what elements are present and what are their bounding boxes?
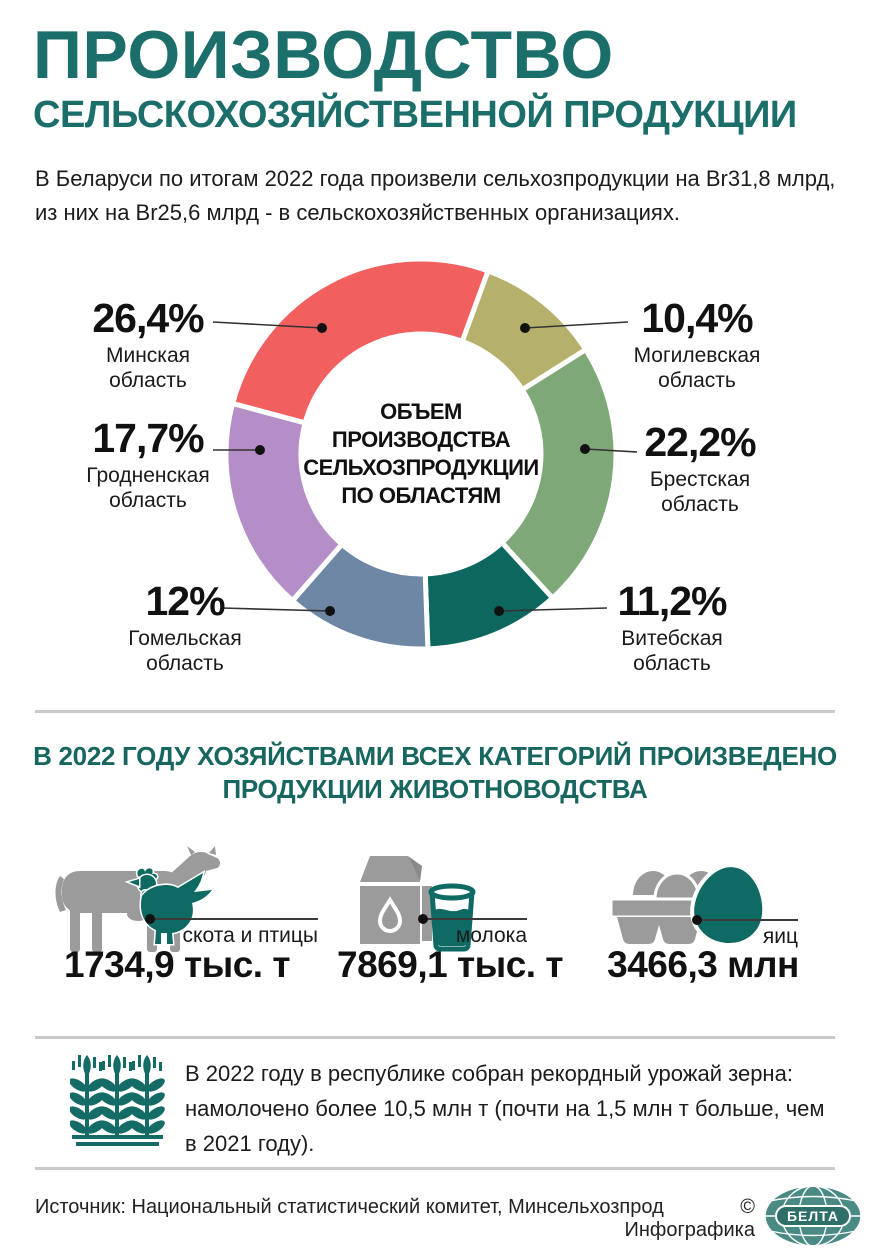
cow-and-chicken-icon <box>55 846 220 952</box>
center-label-line1: ОБЪЕМ <box>380 399 462 424</box>
main-title: ПРОИЗВОДСТВО <box>33 17 614 93</box>
leader-dot-grodno <box>255 445 265 455</box>
logo-text: БЕЛТА <box>787 1208 839 1224</box>
segment-name-brest: Брестская область <box>649 468 751 516</box>
segment-label-mogilev: 10,4% Могилевская область <box>577 296 817 393</box>
stat2-leader-dot <box>418 914 428 924</box>
leader-dot-vitebsk <box>494 606 504 616</box>
logo-text-band <box>775 1205 851 1227</box>
donut-segment-0 <box>230 256 491 426</box>
stat1-leader-line <box>150 918 318 920</box>
segment-label-brest: 22,2% Брестская область <box>580 420 820 517</box>
segment-label-vitebsk: 11,2% Витебская область <box>552 579 792 676</box>
divider-grain-bottom <box>35 1167 835 1170</box>
wheat-icon <box>70 1055 165 1146</box>
main-title-line2: СЕЛЬСКОХОЗЯЙСТВЕННОЙ ПРОДУКЦИИ <box>33 94 797 136</box>
segment-value-minsk: 26,4% <box>92 295 204 341</box>
source-text: Источник: Национальный статистический ко… <box>35 1196 664 1218</box>
segment-value-gomel: 12% <box>145 578 225 624</box>
segment-value-brest: 22,2% <box>644 419 756 465</box>
segment-label-grodno: 17,7% Гродненская область <box>28 416 268 513</box>
leader-dot-brest <box>580 444 590 454</box>
livestock-heading-line2: ПРОДУКЦИИ ЖИВОТНОВОДСТВА <box>222 774 648 804</box>
leader-line-vitebsk <box>498 607 608 612</box>
intro-line-2: из них на Br25,6 млрд - в сельскохозяйст… <box>35 200 680 225</box>
stat2-value: 7869,1 тыс. т <box>337 944 563 985</box>
stat3-value: 3466,3 млн <box>607 944 799 985</box>
segment-name-grodno: Гродненская область <box>86 464 210 512</box>
stat1-leader-dot <box>145 914 155 924</box>
grain-note-line3: в 2021 году). <box>185 1131 315 1156</box>
donut-segment-5 <box>223 401 345 604</box>
milk-carton <box>360 856 432 944</box>
big-egg <box>690 863 767 947</box>
intro-paragraph: В Беларуси по итогам 2022 года произвели… <box>35 162 845 230</box>
intro-line-1: В Беларуси по итогам 2022 года произвели… <box>35 166 836 191</box>
livestock-heading-line1: В 2022 ГОДУ ХОЗЯЙСТВАМИ ВСЕХ КАТЕГОРИЙ П… <box>33 741 837 771</box>
leader-lines <box>212 321 638 612</box>
segment-name-minsk: Минская область <box>105 344 191 392</box>
stat3-leader-line <box>697 919 798 921</box>
center-label-line3: СЕЛЬХОЗПРОДУКЦИИ <box>303 455 539 480</box>
stat2-leader-line <box>423 918 527 920</box>
donut-center-label: ОБЪЕМ ПРОИЗВОДСТВА СЕЛЬХОЗПРОДУКЦИИ ПО О… <box>296 398 546 510</box>
segment-name-mogilev: Могилевская область <box>633 344 761 392</box>
leader-line-mogilev <box>524 321 629 329</box>
stat3-leader-dot <box>692 915 702 925</box>
segment-value-vitebsk: 11,2% <box>617 578 728 624</box>
divider-grain-top <box>35 1036 835 1039</box>
livestock-heading: В 2022 ГОДУ ХОЗЯЙСТВАМИ ВСЕХ КАТЕГОРИЙ П… <box>0 740 870 806</box>
wheat-stalks <box>70 1055 165 1146</box>
leader-dots <box>255 323 590 616</box>
milk-icon <box>360 856 476 952</box>
stat2-label: молока <box>455 924 527 947</box>
grain-note-line2: намолочено более 10,5 млн т (почти на 1,… <box>185 1096 825 1121</box>
chicken-icon <box>124 866 216 946</box>
leader-dot-minsk <box>317 323 327 333</box>
stat1-label: скота и птицы <box>182 924 318 947</box>
leader-dot-gomel <box>325 606 335 616</box>
segment-value-grodno: 17,7% <box>92 415 204 461</box>
credit-text: © Инфографика <box>624 1196 755 1241</box>
divider-top <box>35 710 835 713</box>
center-label-line4: ПО ОБЛАСТЯМ <box>341 483 501 508</box>
donut-segment-2 <box>499 347 619 601</box>
center-label-line2: ПРОИЗВОДСТВА <box>331 427 511 452</box>
grain-note-line1: В 2022 году в республике собран рекордны… <box>185 1061 793 1086</box>
segment-name-vitebsk: Витебская область <box>621 627 723 675</box>
belta-logo: БЕЛТА <box>764 1185 862 1247</box>
segment-label-minsk: 26,4% Минская область <box>28 296 268 393</box>
leader-line-brest <box>584 448 638 453</box>
leader-line-gomel <box>221 607 331 612</box>
leader-dot-mogilev <box>520 323 530 333</box>
eggs-icon <box>609 863 767 947</box>
segment-label-gomel: 12% Гомельская область <box>65 579 305 676</box>
grain-note: В 2022 году в республике собран рекордны… <box>185 1056 825 1161</box>
segment-value-mogilev: 10,4% <box>641 295 753 341</box>
stat1-value: 1734,9 тыс. т <box>64 944 290 985</box>
segment-name-gomel: Гомельская область <box>128 627 242 675</box>
donut-chart-svg <box>212 256 638 652</box>
leader-line-minsk <box>212 321 323 329</box>
stat3-label: яиц <box>762 925 798 948</box>
